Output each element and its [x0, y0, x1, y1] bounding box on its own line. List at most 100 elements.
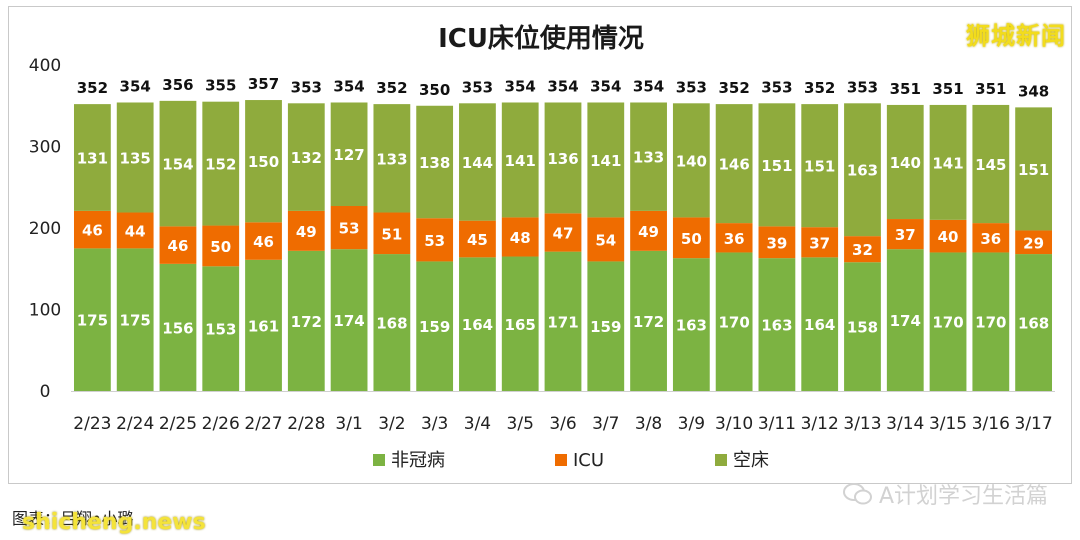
- x-tick-label: 2/23: [73, 414, 111, 434]
- bar-segment-empty-bed: [715, 104, 753, 224]
- total-label: 352: [718, 79, 749, 97]
- data-label-empty-bed: 145: [975, 156, 1006, 174]
- data-label-icu: 40: [938, 228, 959, 246]
- x-tick-label: 3/7: [592, 414, 619, 434]
- total-label: 354: [547, 77, 578, 95]
- bar-segment-icu: [73, 210, 111, 249]
- data-label-non-covid: 170: [718, 314, 749, 332]
- data-label-empty-bed: 133: [633, 149, 664, 167]
- bar-segment-non-covid: [245, 259, 282, 391]
- bar-segment-non-covid: [886, 249, 924, 391]
- x-tick-label: 3/8: [635, 414, 662, 434]
- watermark-site: shicheng.news: [22, 510, 206, 535]
- data-label-empty-bed: 133: [376, 150, 407, 168]
- total-label: 348: [1018, 82, 1049, 100]
- x-tick-label: 3/14: [886, 414, 924, 434]
- data-label-non-covid: 159: [419, 318, 450, 336]
- total-label: 354: [633, 77, 664, 95]
- x-tick-label: 2/27: [244, 414, 282, 434]
- x-tick-label: 3/16: [972, 414, 1010, 434]
- data-label-empty-bed: 141: [590, 152, 621, 170]
- x-tick-label: 3/1: [335, 414, 362, 434]
- data-label-non-covid: 175: [120, 312, 151, 330]
- x-tick-label: 3/15: [929, 414, 967, 434]
- total-label: 352: [804, 79, 835, 97]
- y-tick-label: 400: [29, 56, 61, 76]
- bar-segment-icu: [672, 217, 710, 259]
- wechat-watermark: A计划学习生活篇: [842, 478, 1048, 510]
- bar-segment-icu: [459, 220, 496, 258]
- total-label: 357: [248, 75, 279, 93]
- bar-segment-icu: [501, 217, 539, 257]
- legend-label: 空床: [733, 450, 769, 471]
- data-label-empty-bed: 140: [676, 152, 707, 170]
- bar-segment-non-covid: [929, 252, 967, 391]
- bar-segment-non-covid: [1015, 254, 1053, 391]
- bar-segment-non-covid: [758, 258, 796, 391]
- data-label-non-covid: 172: [291, 313, 322, 331]
- bar-segment-icu: [844, 236, 881, 263]
- total-label: 352: [77, 79, 108, 97]
- data-label-non-covid: 156: [162, 319, 193, 337]
- data-label-icu: 44: [125, 222, 146, 240]
- data-label-empty-bed: 135: [120, 150, 151, 168]
- data-label-empty-bed: 136: [547, 150, 578, 168]
- bar-segment-icu: [587, 217, 625, 262]
- x-tick-label: 3/10: [715, 414, 753, 434]
- bar-segment-empty-bed: [929, 104, 967, 220]
- bar-segment-icu: [159, 226, 197, 264]
- data-label-icu: 46: [82, 222, 103, 240]
- bar-segment-icu: [116, 212, 154, 249]
- data-label-empty-bed: 151: [761, 157, 792, 175]
- bar-segment-non-covid: [416, 261, 454, 391]
- total-label: 353: [462, 78, 493, 96]
- total-label: 353: [847, 78, 878, 96]
- data-label-empty-bed: 127: [333, 146, 364, 164]
- data-label-icu: 36: [724, 230, 745, 248]
- data-label-non-covid: 170: [932, 314, 963, 332]
- bar-segment-non-covid: [715, 252, 753, 391]
- bar-segment-non-covid: [544, 251, 582, 391]
- data-label-icu: 46: [168, 237, 189, 255]
- bar-segment-non-covid: [972, 252, 1010, 391]
- bar-segment-icu: [373, 212, 411, 255]
- legend-swatch: [373, 454, 385, 466]
- bar-segment-empty-bed: [287, 103, 325, 211]
- bar-segment-icu: [1015, 230, 1053, 255]
- data-label-non-covid: 163: [761, 317, 792, 335]
- data-label-non-covid: 164: [804, 316, 835, 334]
- data-label-non-covid: 175: [77, 312, 108, 330]
- bar-segment-icu: [758, 226, 796, 259]
- bar-segment-non-covid: [587, 261, 625, 391]
- data-label-non-covid: 161: [248, 317, 279, 335]
- bar-segment-non-covid: [801, 257, 839, 391]
- total-label: 355: [205, 77, 236, 95]
- bar-segment-empty-bed: [886, 104, 924, 220]
- x-tick-label: 3/4: [464, 414, 491, 434]
- x-tick-label: 2/25: [159, 414, 197, 434]
- bar-segment-non-covid: [202, 266, 240, 391]
- data-label-empty-bed: 132: [291, 149, 322, 167]
- data-label-icu: 29: [1023, 234, 1044, 252]
- bar-segment-empty-bed: [544, 102, 582, 214]
- bar-segment-icu: [330, 205, 368, 250]
- total-label: 354: [333, 77, 364, 95]
- bar-segment-empty-bed: [844, 103, 881, 237]
- data-label-non-covid: 174: [890, 312, 921, 330]
- data-label-icu: 49: [296, 223, 317, 241]
- bar-segment-icu: [972, 223, 1010, 253]
- data-label-empty-bed: 140: [890, 154, 921, 172]
- data-label-icu: 32: [852, 241, 873, 259]
- data-label-icu: 53: [339, 220, 360, 238]
- bar-segment-icu: [416, 218, 454, 262]
- data-label-icu: 47: [553, 224, 574, 242]
- bar-segment-icu: [287, 210, 325, 251]
- bar-segment-empty-bed: [159, 100, 197, 227]
- total-label: 353: [291, 78, 322, 96]
- data-label-empty-bed: 150: [248, 153, 279, 171]
- legend-item-icu: ICU: [555, 450, 604, 471]
- total-label: 351: [890, 80, 921, 98]
- bar-segment-empty-bed: [202, 101, 240, 226]
- bar-segment-non-covid: [501, 256, 539, 391]
- data-label-non-covid: 163: [676, 317, 707, 335]
